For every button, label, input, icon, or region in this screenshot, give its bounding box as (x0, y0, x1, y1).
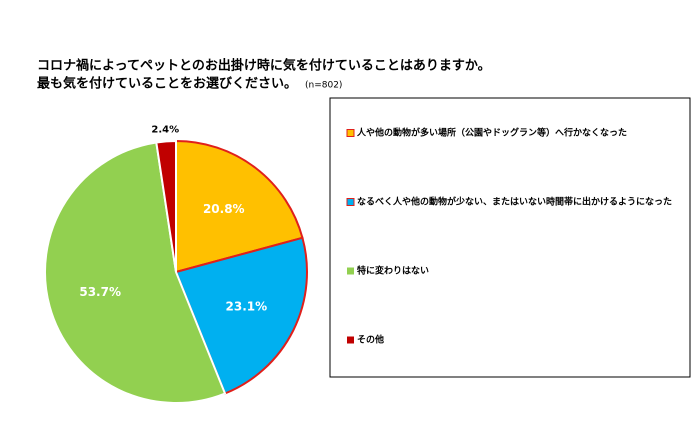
value-label: 53.7% (79, 285, 121, 299)
chart-title: コロナ禍によってペットとのお出掛け時に気を付けていることはありますか。 (37, 58, 491, 74)
value-label: 23.1% (226, 300, 268, 314)
legend-marker (346, 198, 355, 206)
legend-marker (346, 129, 355, 137)
pie-slice (175, 139, 304, 274)
value-label: 2.4% (151, 124, 179, 135)
chart-subtitle: 最も気を付けていることをお選びください。 (37, 76, 297, 92)
pie-slice (44, 141, 227, 404)
value-label: 20.8% (203, 202, 245, 216)
legend-marker (347, 267, 354, 275)
legend-box (329, 97, 691, 378)
legend-label: 人や他の動物が多い場所（公園やドッグラン等）へ行かなくなった (356, 127, 627, 139)
legend-label: その他 (357, 334, 384, 346)
pie-slice (155, 139, 177, 273)
legend-marker (347, 336, 354, 344)
sample-size: (n=802) (305, 81, 342, 91)
legend-label: なるべく人や他の動物が少ない、またはいない時間帯に出かけるようになった (357, 196, 672, 208)
legend-label: 特に変わりはない (357, 265, 429, 277)
pie-slice (174, 236, 308, 395)
